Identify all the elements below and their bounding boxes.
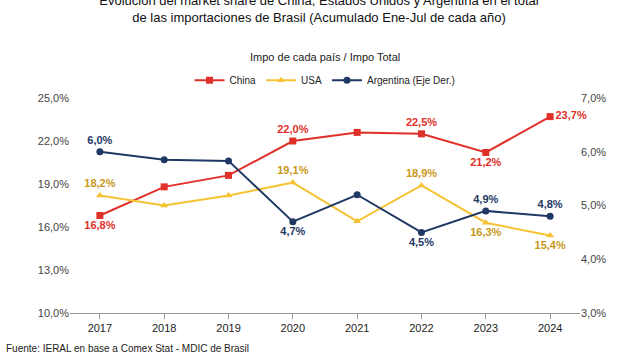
svg-text:China: China <box>230 75 257 86</box>
svg-text:22,0%: 22,0% <box>38 135 69 147</box>
svg-text:7,0%: 7,0% <box>581 92 606 104</box>
svg-text:18,9%: 18,9% <box>406 167 437 179</box>
svg-text:22,5%: 22,5% <box>406 116 437 128</box>
svg-text:5,0%: 5,0% <box>581 199 606 211</box>
svg-text:2017: 2017 <box>88 322 112 334</box>
svg-text:2024: 2024 <box>538 322 562 334</box>
svg-text:2018: 2018 <box>152 322 176 334</box>
svg-text:13,0%: 13,0% <box>38 264 69 276</box>
svg-text:4,5%: 4,5% <box>409 236 434 248</box>
svg-text:18,2%: 18,2% <box>84 177 115 189</box>
svg-text:10,0%: 10,0% <box>38 307 69 319</box>
svg-text:6,0%: 6,0% <box>581 146 606 158</box>
svg-text:16,0%: 16,0% <box>38 221 69 233</box>
svg-text:Evolución del market share de: Evolución del market share de China, Est… <box>99 0 538 25</box>
svg-text:19,0%: 19,0% <box>38 178 69 190</box>
svg-text:4,9%: 4,9% <box>473 193 498 205</box>
svg-text:16,3%: 16,3% <box>470 226 501 238</box>
svg-text:23,7%: 23,7% <box>556 109 587 121</box>
svg-text:25,0%: 25,0% <box>38 92 69 104</box>
svg-text:2019: 2019 <box>216 322 240 334</box>
svg-text:Argentina (Eje Der.): Argentina (Eje Der.) <box>367 75 455 86</box>
svg-text:19,1%: 19,1% <box>277 164 308 176</box>
svg-text:4,8%: 4,8% <box>538 198 563 210</box>
svg-text:3,0%: 3,0% <box>581 307 606 319</box>
svg-text:2020: 2020 <box>281 322 305 334</box>
svg-text:2021: 2021 <box>345 322 369 334</box>
svg-text:2022: 2022 <box>409 322 433 334</box>
svg-text:4,7%: 4,7% <box>280 225 305 237</box>
svg-text:16,8%: 16,8% <box>84 219 115 231</box>
svg-text:15,4%: 15,4% <box>535 239 566 251</box>
svg-text:4,0%: 4,0% <box>581 253 606 265</box>
svg-text:22,0%: 22,0% <box>277 123 308 135</box>
svg-text:6,0%: 6,0% <box>87 134 112 146</box>
svg-text:21,2%: 21,2% <box>470 156 501 168</box>
svg-text:USA: USA <box>301 75 322 86</box>
svg-text:2023: 2023 <box>474 322 498 334</box>
svg-text:Fuente: IERAL en base a Comex: Fuente: IERAL en base a Comex Stat - MDI… <box>6 343 249 354</box>
svg-text:Impo de cada país / Impo Total: Impo de cada país / Impo Total <box>250 51 400 63</box>
